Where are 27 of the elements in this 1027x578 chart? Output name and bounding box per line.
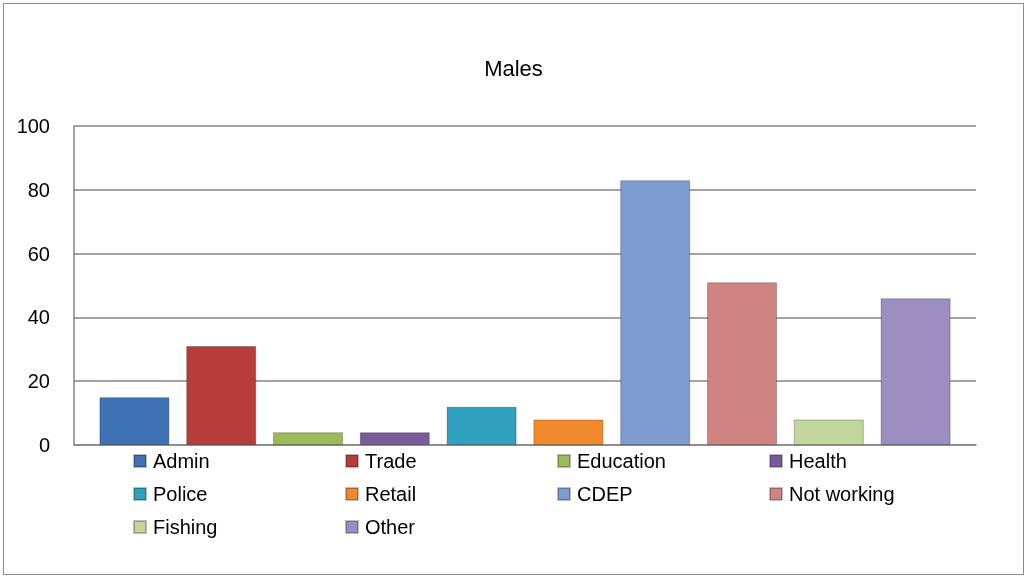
legend-label: Admin: [153, 450, 210, 472]
legend-label: Trade: [365, 450, 417, 472]
legend-label: Health: [789, 450, 847, 472]
bar: [446, 406, 517, 445]
y-tick-label: 40: [27, 306, 50, 329]
legend-label: CDEP: [577, 483, 633, 505]
bar: [793, 419, 864, 445]
bar: [620, 180, 691, 445]
legend-label: Retail: [365, 483, 417, 505]
chart-title: Males: [484, 55, 543, 81]
y-tick-label: 100: [16, 115, 50, 137]
bar: [359, 432, 430, 445]
bar: [273, 432, 343, 445]
legend-label: Other: [365, 516, 416, 538]
bar: [186, 346, 257, 445]
y-tick-label: 60: [27, 242, 50, 265]
y-tick-label: 20: [27, 370, 50, 393]
y-tick-label: 0: [38, 434, 50, 456]
bar: [880, 298, 951, 445]
y-tick-label: 80: [27, 178, 50, 201]
legend-label: Education: [577, 450, 666, 472]
bar: [533, 419, 604, 445]
bar: [707, 282, 777, 445]
legend-label: Police: [153, 483, 208, 505]
bar: [99, 397, 170, 445]
legend-label: Fishing: [153, 516, 218, 538]
legend-label: Not working: [789, 483, 895, 505]
